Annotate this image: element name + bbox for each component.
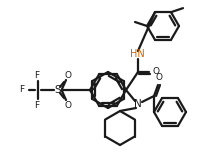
Text: O: O — [65, 71, 71, 80]
Text: F: F — [19, 85, 25, 95]
Text: O: O — [65, 100, 71, 110]
Text: O: O — [155, 73, 163, 83]
Text: S: S — [55, 85, 61, 95]
Text: N: N — [134, 99, 142, 109]
Text: F: F — [34, 100, 40, 110]
Text: HN: HN — [130, 49, 144, 59]
Text: F: F — [34, 71, 40, 80]
Text: O: O — [152, 68, 160, 76]
